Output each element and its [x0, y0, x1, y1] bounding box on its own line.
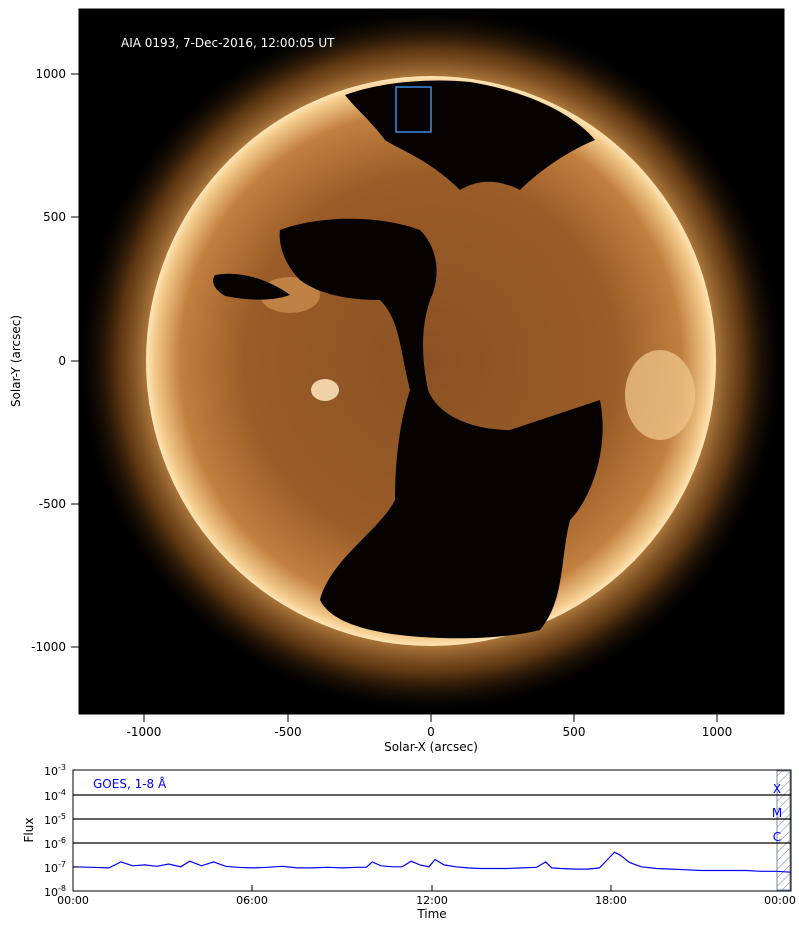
x-tick-label: 1000 — [702, 725, 733, 739]
goes-series-label: GOES, 1-8 Å — [93, 776, 167, 791]
goes-y-tick-label: 10-7 — [44, 860, 66, 875]
goes-y-ticks — [73, 769, 79, 892]
x-tick-label: -1000 — [127, 725, 162, 739]
flare-class-label-x: X — [773, 782, 781, 796]
goes-x-tick-label: 00:00 — [764, 894, 796, 907]
goes-flux-line — [72, 851, 792, 873]
y-tick-label: 0 — [58, 354, 66, 368]
coronal-hole-central — [279, 218, 603, 639]
image-title: AIA 0193, 7-Dec-2016, 12:00:05 UT — [121, 36, 335, 50]
flare-class-label-m: M — [772, 806, 782, 820]
data-gap-hatched-region — [776, 770, 791, 891]
coronal-hole-polar — [345, 80, 595, 190]
goes-y-tick-label: 10-4 — [44, 788, 66, 803]
goes-x-tick-labels: 00:00 06:00 12:00 18:00 00:00 — [57, 894, 796, 907]
goes-y-tick-label: 10-6 — [44, 836, 66, 851]
image-x-tick-labels: -1000 -500 0 500 1000 — [127, 725, 733, 739]
coronal-hole-east-arm — [213, 273, 290, 300]
goes-x-tick-label: 00:00 — [57, 894, 89, 907]
y-tick-label: -1000 — [31, 640, 66, 654]
flare-class-label-c: C — [773, 830, 781, 844]
image-y-axis-label: Solar-Y (arcsec) — [9, 315, 23, 407]
image-x-ticks — [143, 714, 718, 722]
goes-panel: X M C GOES, 1-8 Å 10-3 10-4 10-5 10-6 10… — [22, 763, 796, 921]
flare-class-labels: X M C — [772, 782, 782, 844]
sun-image — [79, 9, 784, 714]
y-tick-label: -500 — [39, 497, 66, 511]
x-tick-label: 0 — [427, 725, 435, 739]
goes-x-tick-label: 18:00 — [595, 894, 627, 907]
goes-x-tick-label: 06:00 — [236, 894, 268, 907]
goes-frame — [72, 769, 792, 892]
goes-y-tick-label: 10-8 — [44, 884, 66, 899]
goes-y-axis-label: Flux — [22, 818, 36, 843]
goes-y-tick-label: 10-5 — [44, 812, 66, 827]
active-region-west — [625, 350, 695, 440]
image-y-ticks — [71, 73, 79, 648]
flare-class-lines — [73, 794, 791, 844]
goes-y-tick-labels: 10-3 10-4 10-5 10-6 10-7 10-8 — [44, 763, 66, 899]
x-tick-label: -500 — [274, 725, 301, 739]
goes-x-ticks — [251, 885, 612, 891]
solar-image-panel: AIA 0193, 7-Dec-2016, 12:00:05 UT 1000 5… — [9, 8, 785, 754]
goes-x-tick-label: 12:00 — [416, 894, 448, 907]
image-x-axis-label: Solar-X (arcsec) — [384, 740, 478, 754]
region-of-interest-box — [395, 86, 432, 133]
x-tick-label: 500 — [563, 725, 586, 739]
goes-x-axis-label: Time — [416, 907, 446, 921]
goes-y-tick-label: 10-3 — [44, 763, 66, 778]
image-y-tick-labels: 1000 500 0 -500 -1000 — [31, 67, 66, 654]
y-tick-label: 1000 — [35, 67, 66, 81]
active-region-bright-point — [311, 379, 339, 401]
y-tick-label: 500 — [43, 210, 66, 224]
